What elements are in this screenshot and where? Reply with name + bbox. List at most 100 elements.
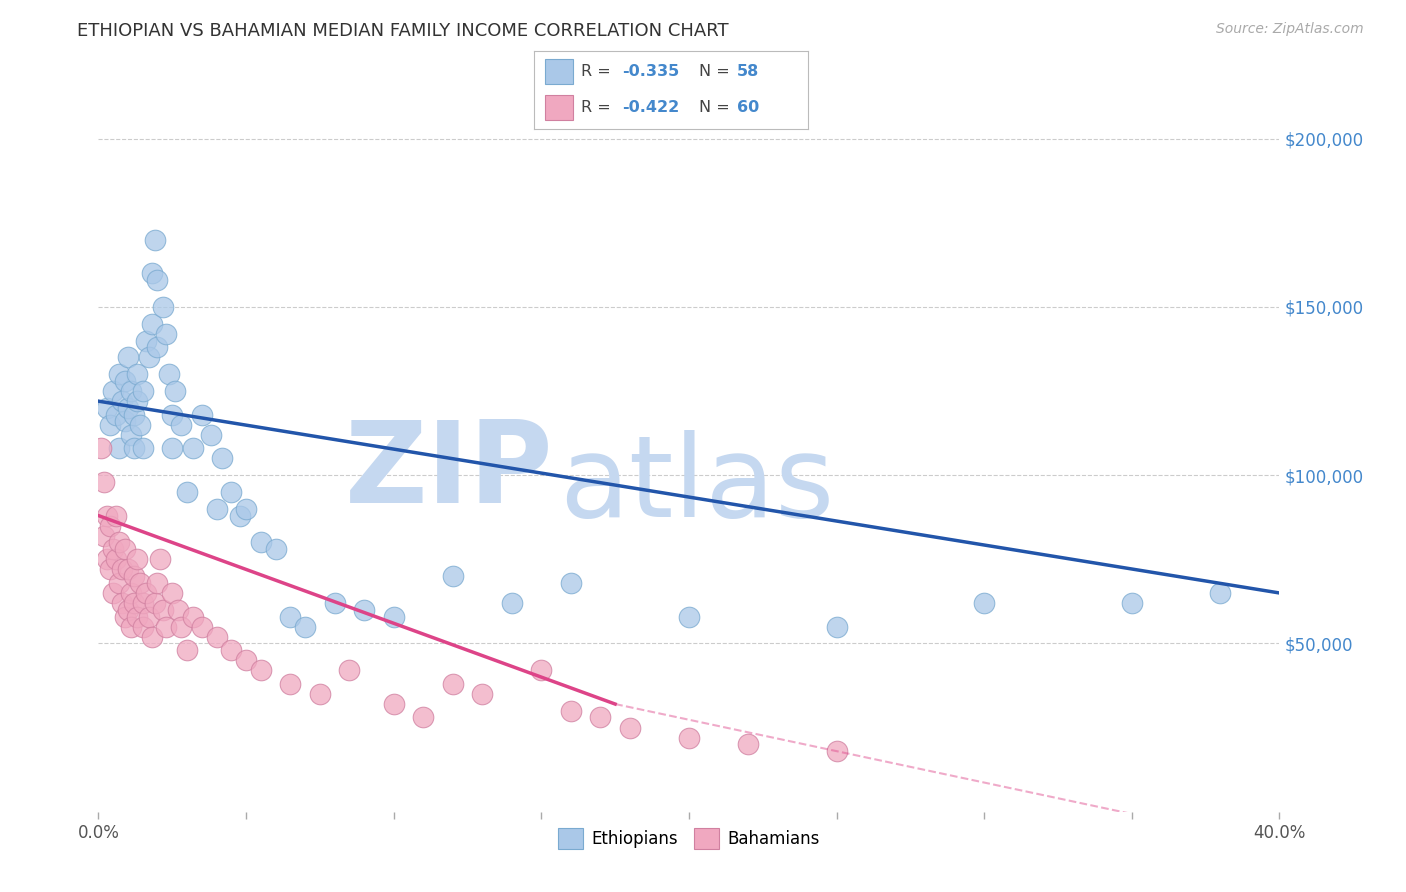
Point — [120, 384, 142, 398]
Point — [117, 401, 139, 415]
Point — [235, 501, 257, 516]
Point — [339, 664, 361, 678]
Point — [165, 384, 187, 398]
Point — [117, 351, 139, 365]
FancyBboxPatch shape — [546, 59, 572, 84]
Text: 58: 58 — [737, 63, 759, 78]
Point — [105, 508, 128, 523]
Point — [162, 408, 183, 422]
Point — [108, 368, 131, 382]
Point — [96, 552, 118, 566]
Point — [114, 609, 136, 624]
Text: ETHIOPIAN VS BAHAMIAN MEDIAN FAMILY INCOME CORRELATION CHART: ETHIOPIAN VS BAHAMIAN MEDIAN FAMILY INCO… — [77, 22, 728, 40]
Point — [143, 596, 166, 610]
Point — [382, 609, 405, 624]
Point — [117, 603, 139, 617]
Point — [323, 596, 346, 610]
Point — [143, 233, 166, 247]
Point — [589, 710, 612, 724]
Point — [250, 535, 273, 549]
Point — [122, 408, 145, 422]
Point — [353, 603, 375, 617]
Point — [235, 653, 257, 667]
Point — [108, 575, 131, 590]
Point — [560, 575, 582, 590]
Point — [162, 442, 183, 456]
Point — [111, 596, 134, 610]
Point — [108, 535, 131, 549]
Point — [98, 417, 121, 432]
Point — [132, 596, 155, 610]
Point — [678, 609, 700, 624]
Point — [250, 664, 273, 678]
Point — [98, 518, 121, 533]
Point — [167, 603, 190, 617]
Point — [125, 368, 148, 382]
Point — [128, 575, 150, 590]
Point — [973, 596, 995, 610]
Point — [155, 326, 177, 341]
Point — [501, 596, 523, 610]
Point — [280, 609, 302, 624]
Point — [441, 677, 464, 691]
Text: ZIP: ZIP — [344, 416, 553, 526]
Point — [122, 569, 145, 583]
Point — [138, 351, 160, 365]
Point — [120, 586, 142, 600]
Point — [152, 603, 174, 617]
Text: N =: N = — [699, 63, 735, 78]
Legend: Ethiopians, Bahamians: Ethiopians, Bahamians — [551, 822, 827, 855]
Point — [146, 575, 169, 590]
Point — [294, 619, 316, 633]
Point — [122, 596, 145, 610]
Point — [141, 630, 163, 644]
Point — [678, 731, 700, 745]
Point — [1121, 596, 1143, 610]
Point — [111, 562, 134, 576]
Text: 60: 60 — [737, 100, 759, 115]
Point — [825, 619, 848, 633]
Point — [149, 552, 172, 566]
Point — [114, 374, 136, 388]
Point — [135, 586, 157, 600]
Point — [155, 619, 177, 633]
Point — [125, 394, 148, 409]
Point — [141, 317, 163, 331]
Point — [125, 609, 148, 624]
Text: N =: N = — [699, 100, 735, 115]
Point — [221, 643, 243, 657]
Point — [98, 562, 121, 576]
Point — [103, 384, 125, 398]
Point — [157, 368, 180, 382]
Point — [825, 744, 848, 758]
Point — [146, 273, 169, 287]
Point — [162, 586, 183, 600]
Point — [176, 643, 198, 657]
Point — [120, 427, 142, 442]
Text: R =: R = — [581, 63, 616, 78]
Point — [141, 266, 163, 280]
Point — [619, 721, 641, 735]
Point — [221, 485, 243, 500]
Point — [412, 710, 434, 724]
Text: atlas: atlas — [560, 431, 834, 541]
Text: Source: ZipAtlas.com: Source: ZipAtlas.com — [1216, 22, 1364, 37]
Point — [90, 442, 112, 456]
Point — [132, 384, 155, 398]
Point — [441, 569, 464, 583]
Point — [132, 442, 155, 456]
Point — [152, 300, 174, 314]
Point — [170, 619, 193, 633]
Point — [176, 485, 198, 500]
Point — [280, 677, 302, 691]
Point — [211, 451, 233, 466]
Point — [125, 552, 148, 566]
Point — [108, 442, 131, 456]
Point — [205, 501, 228, 516]
Text: R =: R = — [581, 100, 616, 115]
Point — [105, 552, 128, 566]
Point — [96, 401, 118, 415]
Point — [737, 738, 759, 752]
Point — [103, 586, 125, 600]
Point — [120, 619, 142, 633]
